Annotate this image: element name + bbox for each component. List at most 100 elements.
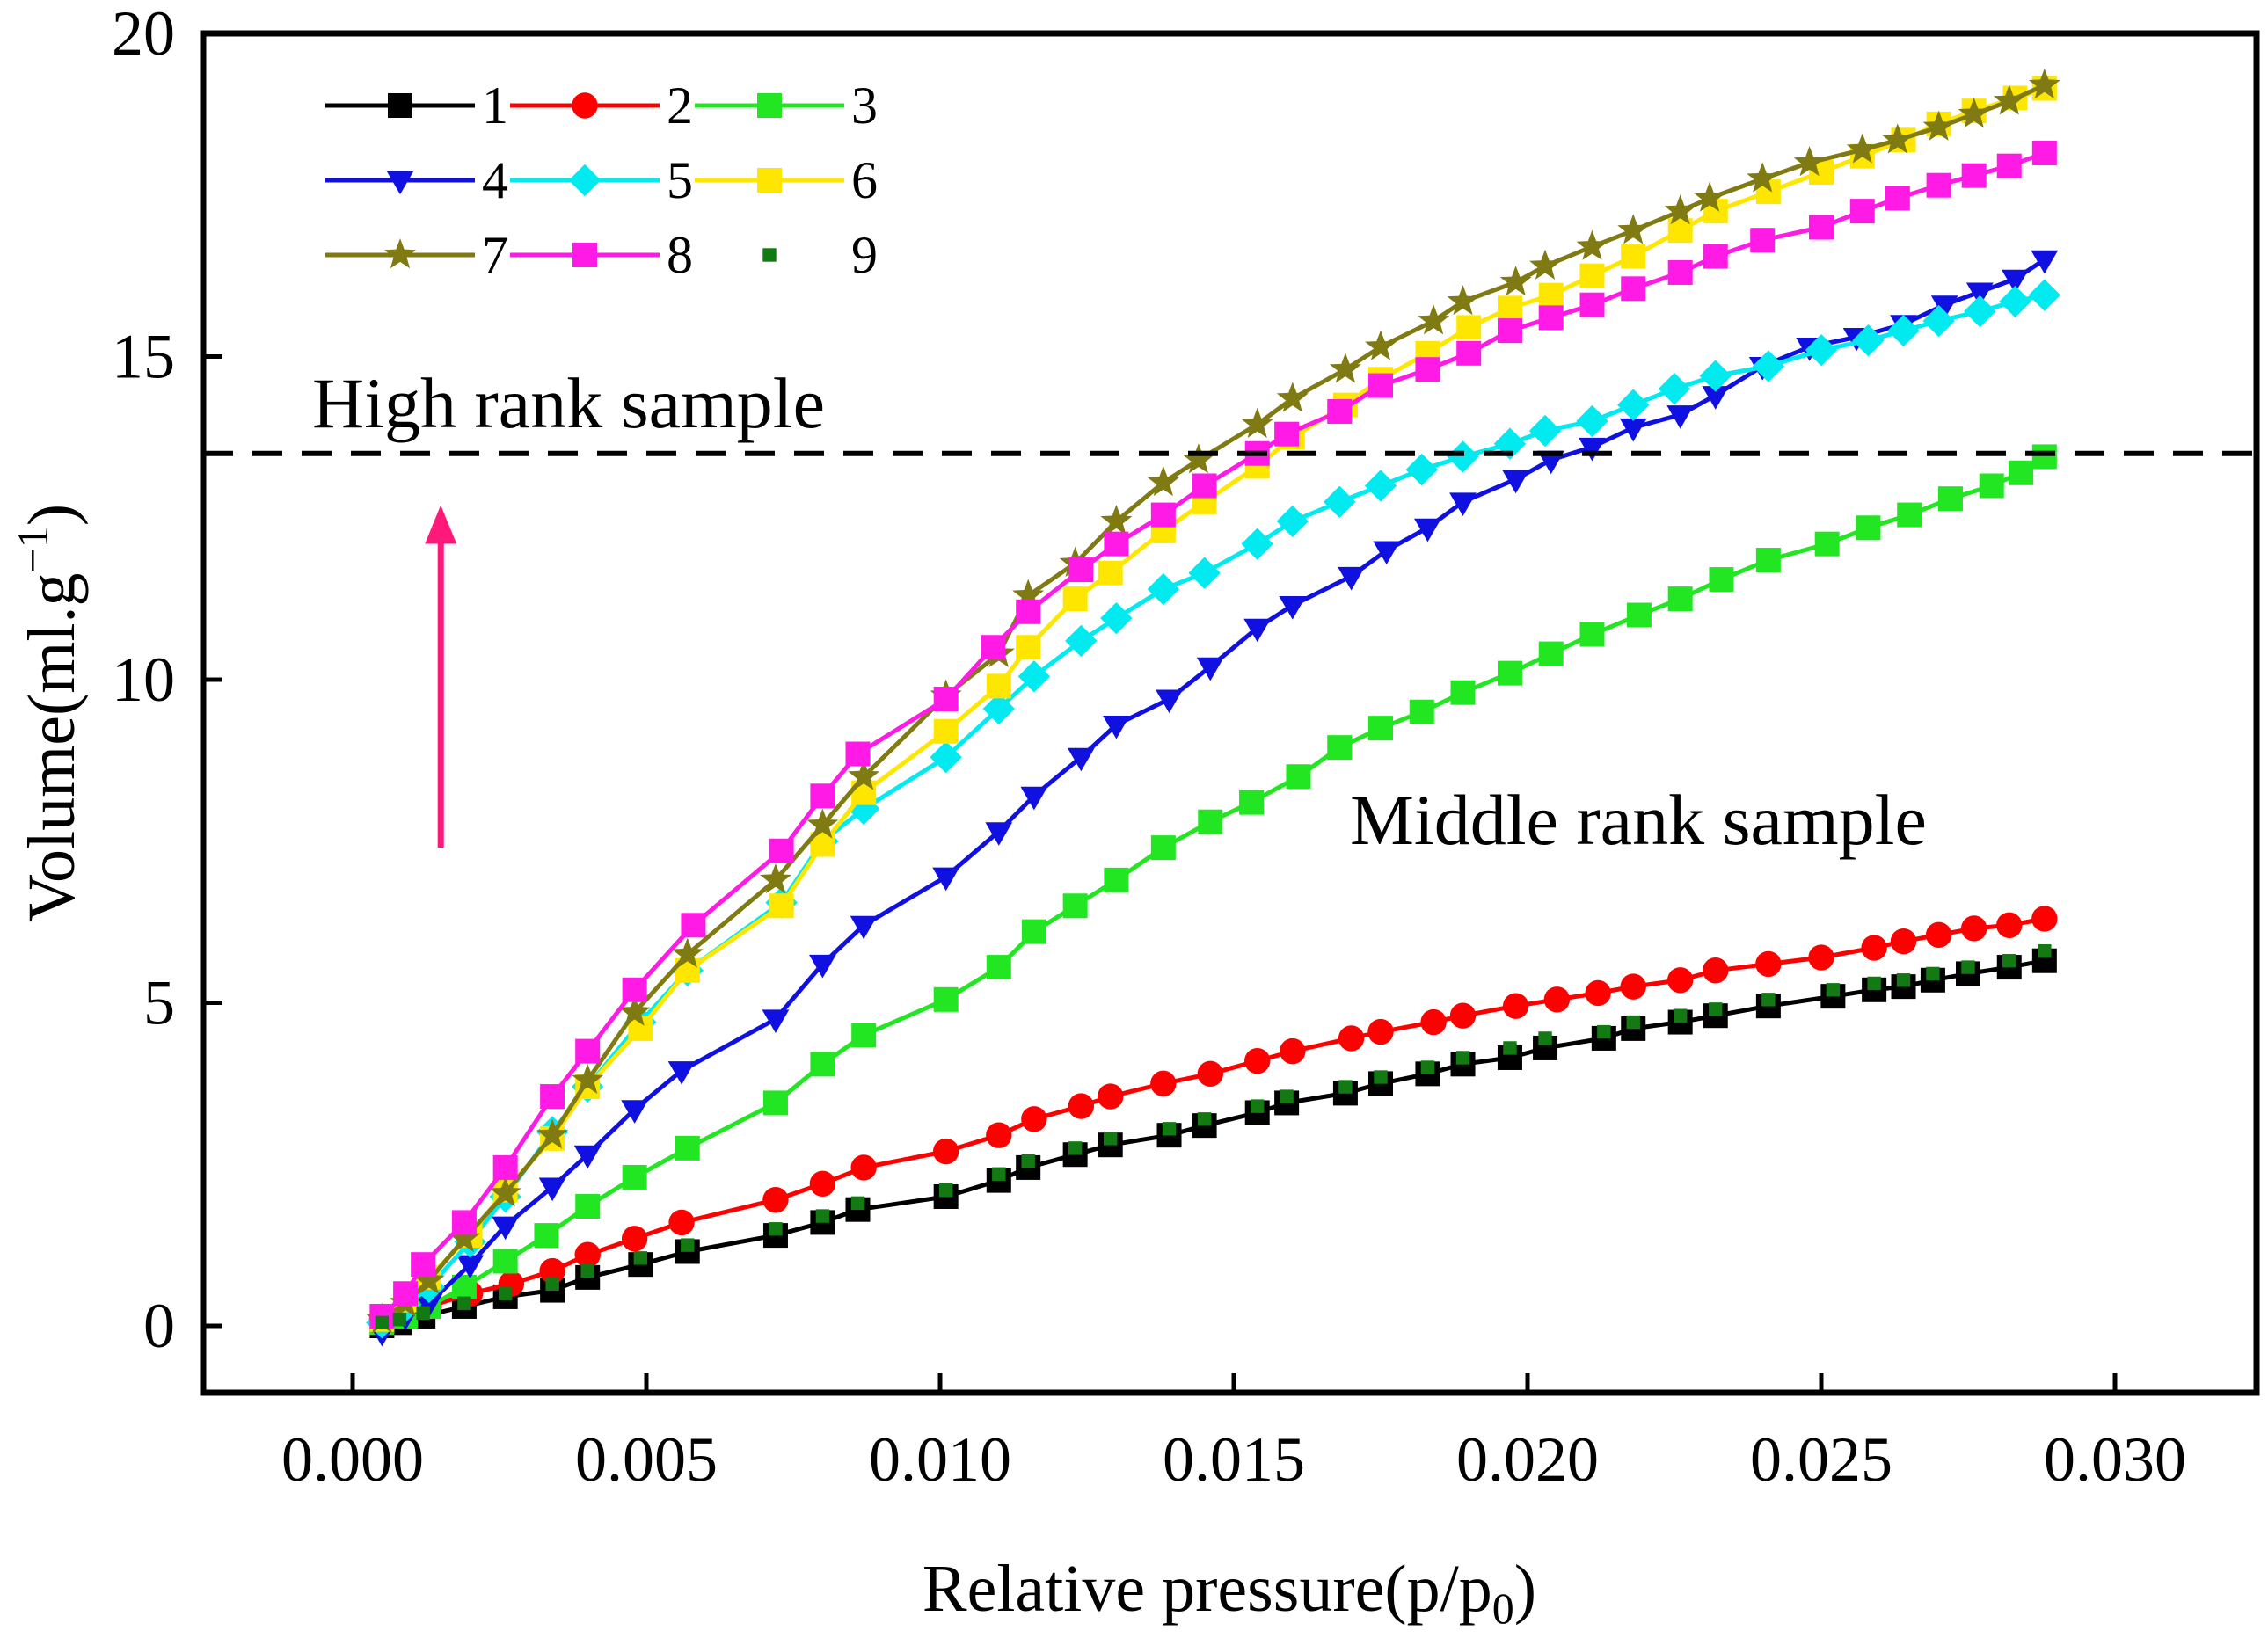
series-5-point: [1852, 324, 1885, 357]
series-2-point: [1585, 979, 1611, 1007]
series-7-point: [1499, 266, 1532, 296]
series-5-point: [1887, 314, 1920, 347]
series-9-point: [1104, 1132, 1118, 1146]
series-6-point: [1062, 586, 1088, 612]
legend-item-8: 8: [510, 226, 693, 284]
series-9-point: [1251, 1099, 1265, 1113]
series-8-point: [1750, 228, 1776, 253]
series-8-point: [1104, 531, 1129, 557]
series-3-point: [1286, 764, 1311, 790]
series-9-point: [681, 1238, 695, 1252]
series-8-point: [1192, 473, 1217, 499]
series-2-point: [1755, 950, 1782, 978]
series-5-point: [1752, 350, 1785, 382]
series-8-point: [1579, 292, 1605, 317]
series-4-point: [456, 1255, 484, 1279]
series-5-point: [1658, 373, 1691, 405]
series-8-point: [1885, 186, 1910, 211]
series-9-point: [815, 1209, 830, 1223]
series-3-point: [1327, 735, 1353, 761]
series-3-point: [1021, 919, 1046, 944]
legend-item-3: 3: [695, 76, 878, 135]
legend-label: 7: [482, 226, 508, 284]
series-5-point: [2028, 279, 2061, 311]
series-7-point: [448, 1221, 480, 1253]
series-5-point: [1447, 440, 1479, 473]
series-8-point: [933, 687, 959, 712]
series-4-point: [1103, 715, 1130, 739]
series-4-point: [538, 1177, 566, 1202]
series-9-point: [2038, 944, 2052, 958]
series-8-point: [492, 1154, 518, 1180]
series-9-point: [1673, 1008, 1688, 1023]
legend-marker: [388, 93, 412, 118]
high-rank-label: High rank sample: [312, 363, 825, 443]
series-3-point: [1239, 790, 1265, 815]
series-2-point: [1960, 915, 1987, 942]
series-8-point: [393, 1281, 419, 1307]
series-8-point: [540, 1084, 565, 1110]
series-5-point: [1065, 624, 1098, 658]
series-7-point: [1576, 229, 1608, 260]
series-2-point: [809, 1170, 836, 1198]
series-4-point: [1666, 405, 1695, 429]
series-6-point: [1016, 635, 1041, 660]
series-5-point: [982, 692, 1015, 725]
legend: 1 2 3 4 5 6 7 8 9: [325, 76, 878, 284]
legend-item-9: 9: [762, 226, 878, 284]
series-6-point: [1098, 560, 1123, 586]
series-2-point: [1280, 1037, 1306, 1065]
legend-marker: [384, 238, 416, 269]
y-axis-title: Volume(ml.g−1): [8, 504, 89, 922]
legend-label: 2: [667, 76, 693, 135]
series-4-point: [1020, 786, 1048, 811]
series-7-point: [1418, 304, 1450, 335]
series-9-point: [375, 1315, 390, 1330]
series-8-point: [2031, 140, 2057, 165]
x-tick-label: 0.005: [575, 1424, 718, 1495]
series-8-point: [1150, 502, 1176, 528]
x-axis-title-subscript: 0: [1492, 1583, 1514, 1633]
series-3-point: [1979, 473, 2004, 499]
series-3-point: [675, 1135, 700, 1161]
series-2-point: [1925, 921, 1952, 949]
series-9-point: [1197, 1112, 1212, 1126]
x-tick-label: 0.020: [1456, 1424, 1599, 1495]
series-2-point: [668, 1209, 695, 1236]
series-7-point: [848, 760, 880, 790]
series-7-point: [1529, 249, 1561, 280]
series-9-point: [1068, 1141, 1083, 1155]
series-8-point: [1621, 276, 1646, 302]
series-4-point: [2002, 269, 2029, 294]
series-8-point: [1368, 373, 1393, 398]
series-2-point: [1021, 1106, 1047, 1132]
series-7-point: [1276, 382, 1309, 412]
series-4-point: [1502, 470, 1530, 494]
series-7-point: [1793, 146, 1826, 177]
series-3-point: [1709, 567, 1734, 593]
series-9-point: [2002, 954, 2016, 968]
series-7-point: [412, 1263, 445, 1294]
series-9-point: [1538, 1031, 1552, 1045]
series-3-point: [986, 955, 1011, 980]
series-3-point: [762, 1090, 788, 1116]
series-7-point: [1664, 194, 1696, 225]
series-7-point: [760, 863, 791, 894]
series-4-point: [1537, 450, 1565, 475]
series-3-point: [1579, 622, 1605, 647]
series-8-point: [1274, 421, 1300, 447]
series-2-point: [1502, 993, 1529, 1019]
series-3-point: [933, 986, 959, 1012]
series-3-point: [1667, 586, 1693, 612]
series-3-point: [575, 1194, 601, 1219]
x-tick-label: 0.025: [1750, 1424, 1892, 1495]
series-5-point: [1576, 404, 1608, 438]
y-tick-label: 15: [112, 322, 175, 392]
series-7-point: [1694, 181, 1726, 212]
series-4-point: [932, 867, 960, 892]
series-9-point: [545, 1277, 559, 1291]
series-9-point: [1761, 993, 1776, 1007]
series-4-point: [762, 1009, 790, 1033]
series-5-point: [1699, 360, 1732, 392]
series-9-point: [1926, 966, 1940, 981]
